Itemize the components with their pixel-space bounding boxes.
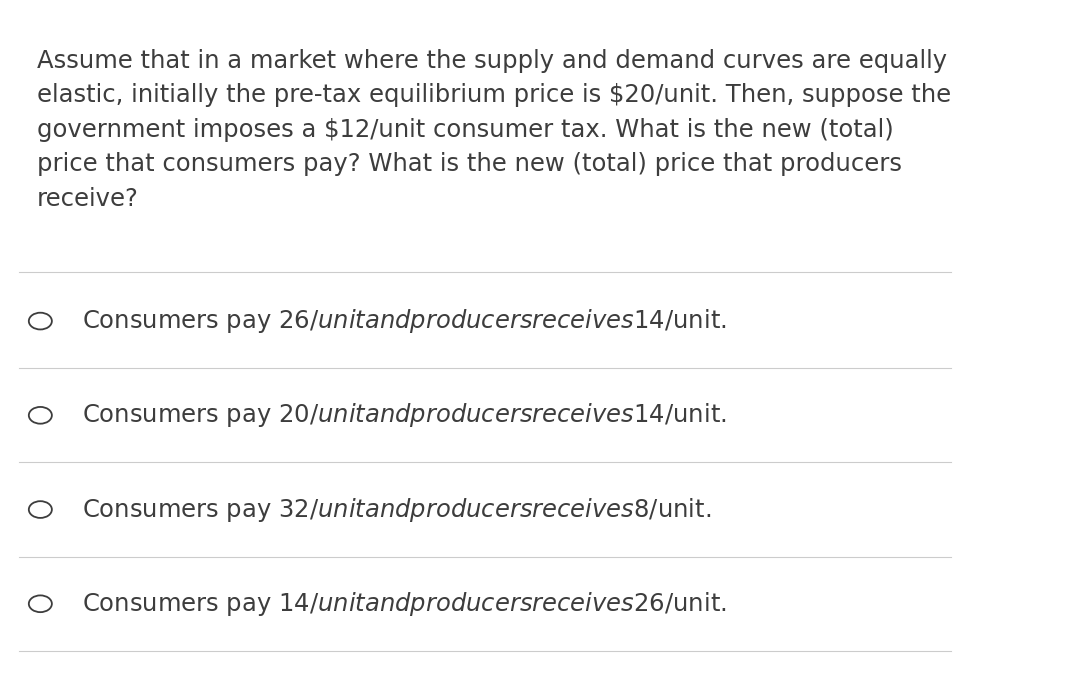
Text: Consumers pay $26/unit and producers receives $14/unit.: Consumers pay $26/unit and producers rec…: [82, 307, 726, 335]
Text: Consumers pay $14/unit and producers receives $26/unit.: Consumers pay $14/unit and producers rec…: [82, 590, 726, 618]
Text: Consumers pay $32/unit and producers receives $8/unit.: Consumers pay $32/unit and producers rec…: [82, 496, 711, 524]
Text: Assume that in a market where the supply and demand curves are equally
elastic, : Assume that in a market where the supply…: [37, 49, 950, 211]
Text: Consumers pay $20/unit and producers receives $14/unit.: Consumers pay $20/unit and producers rec…: [82, 401, 726, 429]
